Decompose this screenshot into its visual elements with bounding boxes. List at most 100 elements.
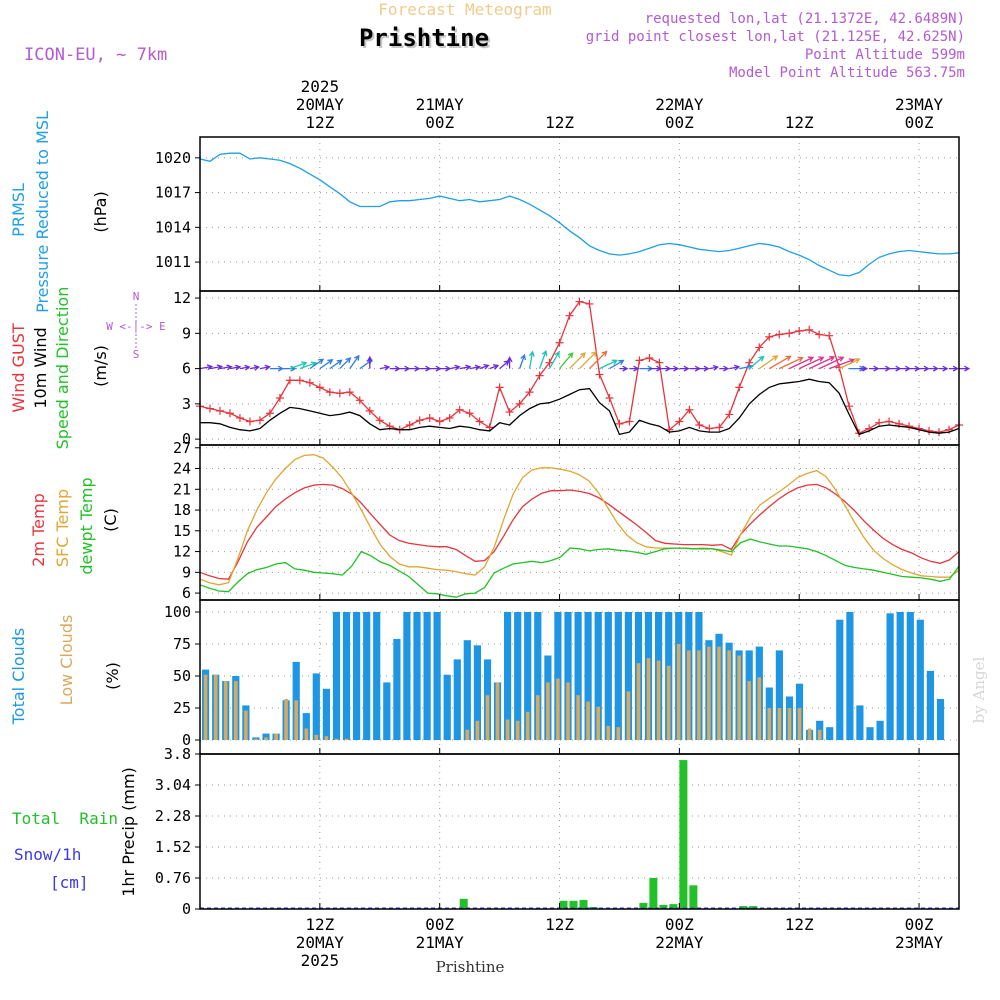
- time-label-bottom: 00Z: [905, 915, 934, 934]
- wind-arrow: [309, 358, 325, 370]
- low-cloud-bar: [646, 658, 651, 740]
- watermark: by Angel: [970, 656, 988, 723]
- wind-arrow: [506, 356, 513, 369]
- wind-arrow: [559, 352, 574, 370]
- low-cloud-bar: [807, 728, 812, 740]
- wind-arrow: [649, 365, 663, 372]
- rain-bar: [679, 760, 688, 909]
- time-label-top: 20MAY: [296, 95, 345, 114]
- precip-unit: 1hr Precip (mm): [119, 767, 138, 897]
- total-cloud-bar: [353, 612, 361, 740]
- total-cloud-bar: [453, 659, 461, 740]
- low-cloud-bar: [636, 663, 641, 740]
- total-cloud-bar: [554, 612, 562, 740]
- wind-arrow: [449, 364, 461, 371]
- y-tick-label: 12: [173, 289, 191, 307]
- total-cloud-bar: [564, 612, 572, 740]
- low-cloud-bar: [254, 738, 258, 740]
- wind-arrow: [879, 365, 892, 372]
- snow-unit: [cm]: [50, 873, 89, 892]
- time-label-bottom: 00Z: [665, 915, 694, 934]
- total-cloud-bar: [463, 640, 471, 740]
- low-cloud-bar: [274, 733, 278, 740]
- low-cloud-bar: [687, 650, 691, 740]
- wind-arrow: [899, 365, 912, 372]
- snow-legend: Snow/1h: [14, 845, 81, 864]
- total-cloud-bar: [906, 612, 914, 740]
- wind-arrow: [719, 365, 730, 372]
- panel-frame: [199, 753, 960, 910]
- gust-marker: [415, 416, 424, 425]
- wind-arrow: [329, 359, 343, 370]
- wind-arrow: [629, 365, 640, 372]
- total-cloud-bar: [373, 612, 381, 740]
- y-tick-label: 2.28: [155, 807, 191, 825]
- total-cloud-bar: [604, 612, 612, 740]
- low-cloud-bar: [324, 736, 329, 740]
- time-label-bottom: 12Z: [305, 915, 334, 934]
- total-cloud-bar: [514, 612, 522, 740]
- gust-marker: [605, 393, 614, 402]
- wind-arrow: [429, 365, 442, 372]
- gust-marker: [285, 376, 294, 385]
- gust-marker: [255, 416, 264, 425]
- total-cloud-bar: [363, 612, 371, 740]
- point-altitude: Point Altitude 599m: [805, 47, 965, 63]
- y-tick-label: 9: [182, 563, 191, 581]
- time-label-bottom: 20MAY: [296, 933, 345, 952]
- low-cloud-bar: [767, 708, 772, 740]
- y-tick-label: 0: [182, 430, 191, 448]
- y-tick-label: 6: [182, 584, 191, 602]
- rain-bar: [639, 902, 648, 909]
- wind-arrow: [679, 365, 690, 372]
- compass-s: S: [133, 348, 140, 361]
- gust-marker: [235, 413, 244, 422]
- gust-marker: [655, 358, 664, 367]
- time-label-top: 12Z: [545, 113, 574, 132]
- total-cloud-bar: [504, 612, 512, 740]
- low-cloud-bar: [737, 655, 741, 740]
- wind-arrow: [489, 364, 500, 370]
- low-cloud-bar: [485, 695, 490, 740]
- pressure-label-2: Pressure Reduced to MSL: [33, 111, 52, 313]
- rain-bar: [669, 904, 678, 909]
- low-cloud-bar: [817, 729, 822, 740]
- time-label-top: 21MAY: [416, 95, 465, 114]
- wind-arrow: [919, 365, 930, 372]
- model-label: ICON-EU, ~ 7km: [24, 45, 167, 65]
- y-tick-label: 1017: [155, 184, 191, 202]
- gust-marker: [305, 378, 314, 387]
- gust-marker: [705, 424, 714, 433]
- gust-marker: [905, 422, 914, 431]
- wind-arrow: [609, 359, 625, 370]
- y-tick-label: 100: [164, 603, 191, 621]
- wind-arrow: [249, 364, 261, 371]
- y-tick-label: 50: [173, 667, 191, 685]
- model-altitude: Model Point Altitude 563.75m: [729, 65, 965, 81]
- wind-10m-label: 10m Wind: [31, 327, 50, 408]
- total-cloud-bar: [433, 612, 441, 740]
- gust-marker: [595, 370, 604, 379]
- wind-arrow: [709, 364, 720, 371]
- low-cloud-bar: [314, 734, 319, 740]
- gust-marker: [825, 331, 834, 340]
- rain-bar: [579, 900, 588, 909]
- rain-bar: [739, 906, 748, 909]
- low-cloud-bar: [536, 695, 540, 740]
- low-cloud-bar: [244, 710, 248, 740]
- wind-arrow: [569, 352, 586, 370]
- gust-marker: [815, 330, 824, 339]
- gust-marker: [795, 326, 804, 335]
- gust-marker: [435, 417, 444, 426]
- wind-arrow: [579, 350, 598, 370]
- wind-arrow: [289, 361, 308, 370]
- low-cloud-bar: [546, 682, 550, 740]
- time-label-top: 00Z: [665, 113, 694, 132]
- time-label-top: 00Z: [905, 113, 934, 132]
- y-tick-label: 1011: [155, 253, 191, 271]
- grid-coords: grid point closest lon,lat (21.125E, 42.…: [586, 29, 965, 45]
- gust-marker: [765, 332, 774, 341]
- y-tick-label: 0: [182, 731, 191, 749]
- gust-marker: [515, 399, 524, 408]
